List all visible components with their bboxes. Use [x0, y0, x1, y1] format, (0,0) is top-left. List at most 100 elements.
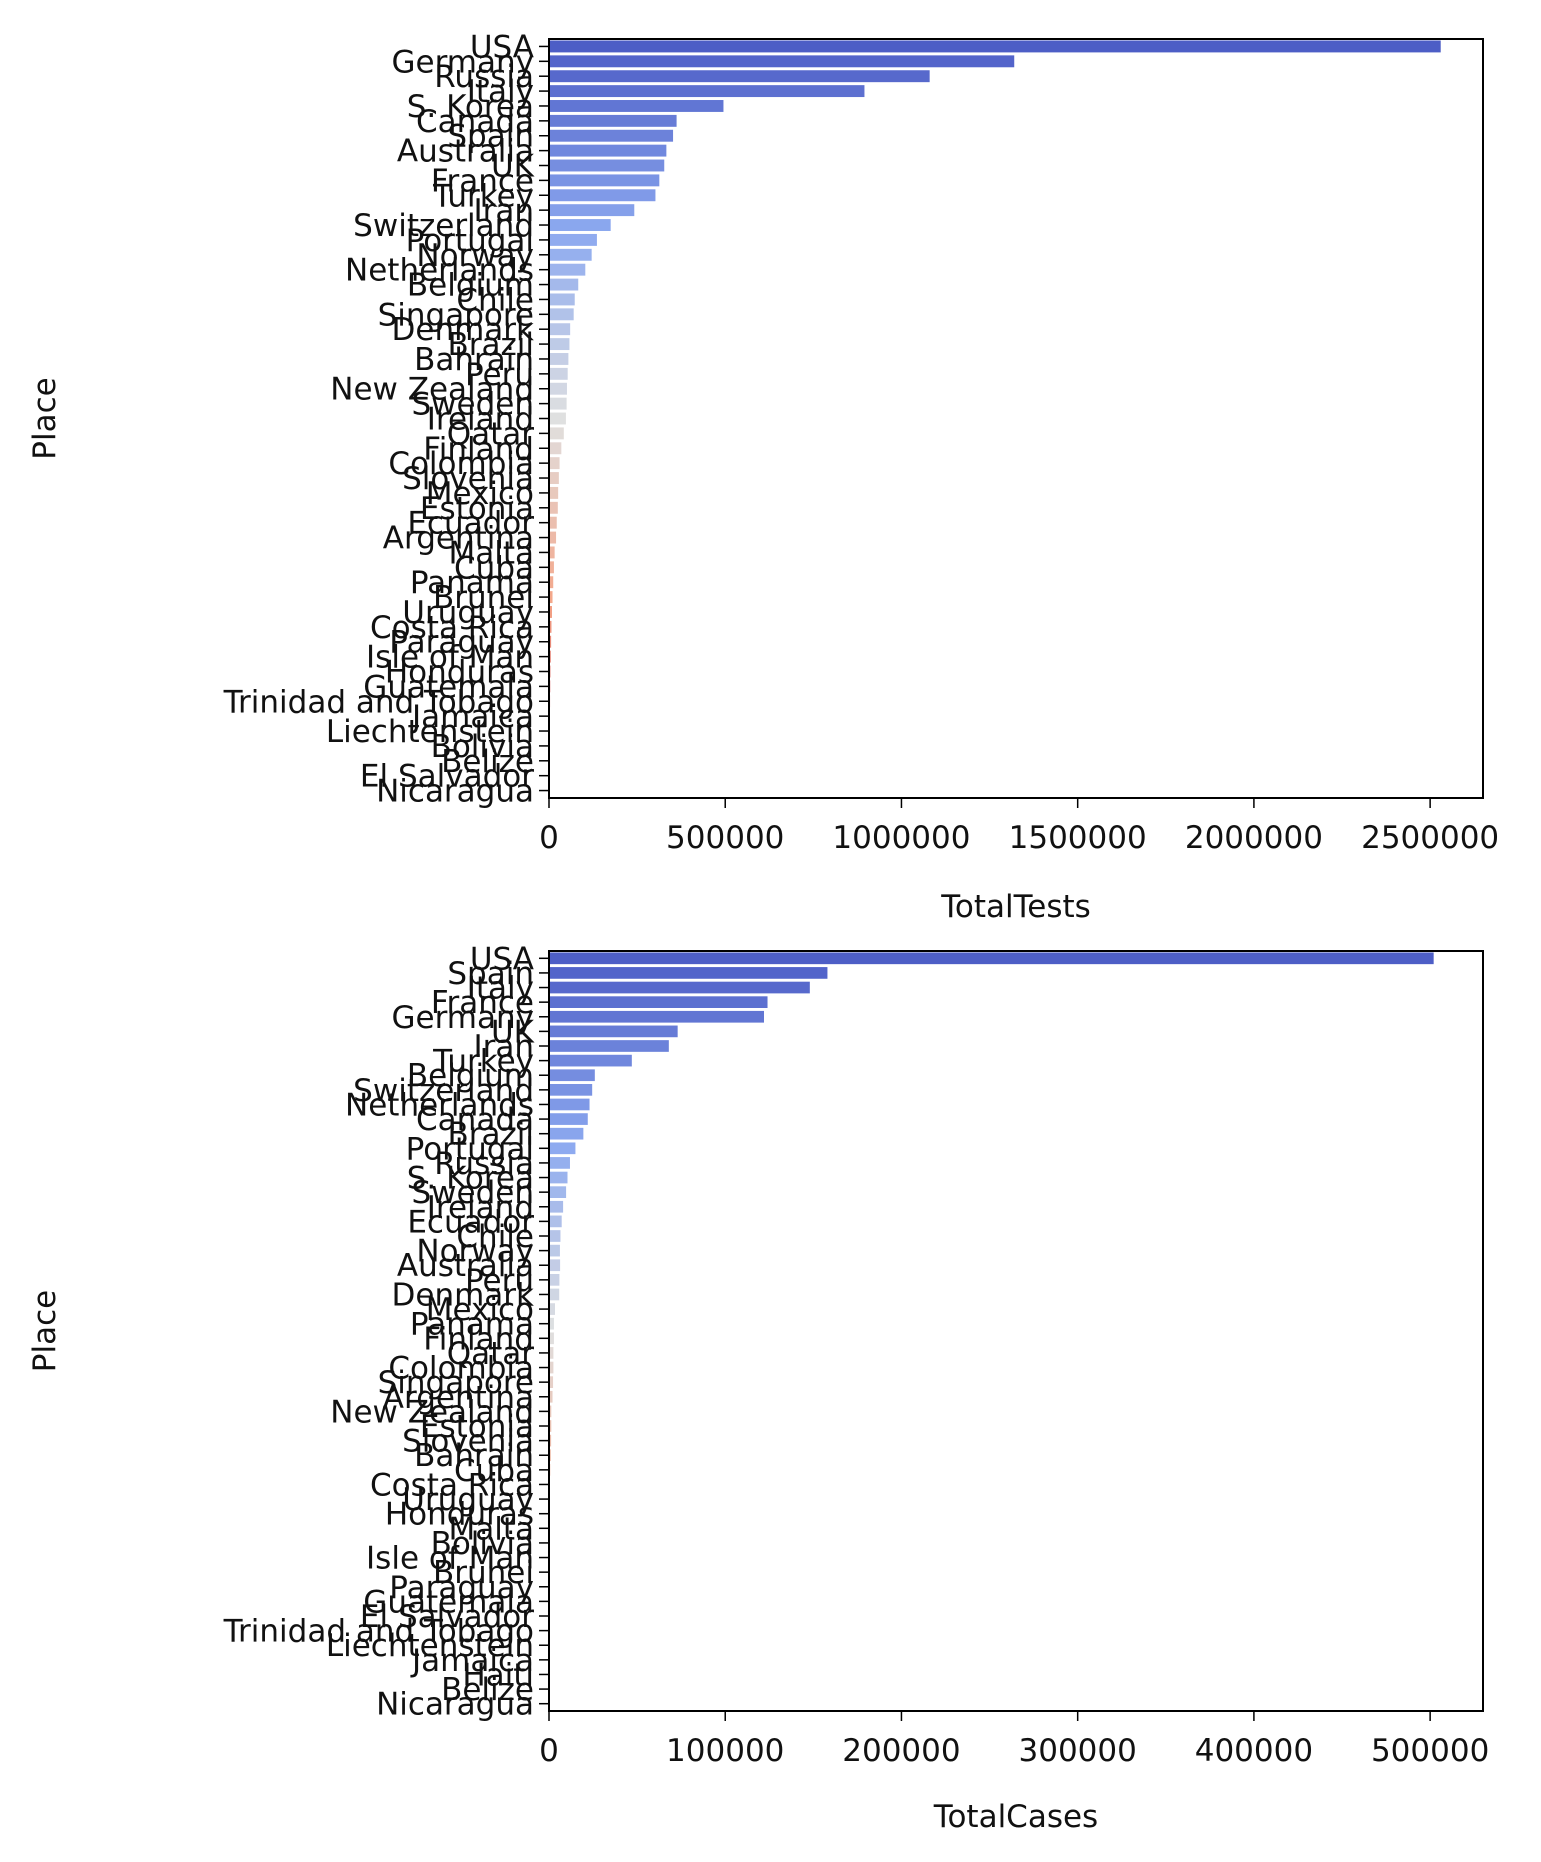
bar-uruguay [549, 606, 552, 618]
y-tick-label: Denmark [392, 312, 535, 348]
bar-colombia [549, 1361, 554, 1374]
bar-russia [549, 1157, 570, 1169]
y-tick-label: Brunei [433, 580, 534, 616]
bar-peru [549, 1274, 560, 1286]
bar-usa [549, 40, 1441, 53]
y-tick-label: Chile [456, 1219, 534, 1255]
y-tick-label: Qatar [447, 416, 535, 452]
x-tick-label: 2500000 [1361, 820, 1499, 856]
y-axis-title: Place [27, 1290, 63, 1372]
y-tick-label: Germany [392, 44, 534, 80]
x-tick-label: 300000 [1019, 1733, 1137, 1769]
y-tick-label: Slovenia [402, 1424, 534, 1460]
bar-germany [549, 55, 1015, 68]
bar-costa-rica [549, 620, 552, 633]
bar-germany [549, 1010, 764, 1023]
y-tick-label: Switzerland [353, 1073, 534, 1109]
y-tick-label: Qatar [447, 1336, 535, 1372]
bar-panama [549, 576, 554, 589]
bar-italy [549, 981, 810, 994]
bar-finland [549, 1332, 554, 1345]
bar-brunei [549, 591, 553, 604]
bar-sweden [549, 397, 567, 410]
y-tick-label: Trinidad and Tobago [223, 1614, 534, 1650]
bar-qatar [549, 1347, 554, 1359]
y-tick-label: Italy [467, 74, 534, 110]
y-tick-label: Australia [397, 134, 534, 170]
bar-belgium [549, 278, 579, 291]
y-tick-label: El Salvador [360, 1599, 534, 1635]
bar-russia [549, 70, 930, 83]
y-tick-label: Argentina [383, 521, 534, 557]
x-tick-label: 200000 [842, 1733, 960, 1769]
bar-bahrain [549, 353, 569, 365]
bar-france [549, 996, 768, 1008]
y-tick-label: New Zealand [330, 1394, 534, 1430]
bar-estonia [549, 1420, 552, 1432]
y-tick-label: S. Korea [407, 1161, 534, 1197]
y-tick-label: Australia [397, 1248, 534, 1284]
y-tick-label: Honduras [385, 655, 534, 691]
bar-s-korea [549, 1171, 568, 1184]
y-tick-label: Belize [441, 1672, 534, 1708]
y-tick-label: Nicaragua [376, 1687, 534, 1723]
bar-netherlands [549, 263, 586, 276]
bar-turkey [549, 1054, 632, 1067]
y-tick-label: Liechtenstein [326, 1628, 534, 1664]
bar-mexico [549, 486, 559, 499]
y-tick-label: Spain [447, 119, 534, 155]
x-tick-label: 1000000 [832, 820, 970, 856]
bar-ecuador [549, 516, 557, 529]
y-tick-label: Paraguay [389, 1570, 534, 1606]
y-tick-label: Panama [410, 565, 534, 601]
bar-slovenia [549, 1434, 552, 1447]
y-tick-label: UK [491, 149, 535, 185]
y-tick-label: Russia [434, 1146, 534, 1182]
x-axis-title: TotalCases [933, 1799, 1098, 1835]
y-tick-label: Costa Rica [370, 610, 534, 646]
bar-norway [549, 1244, 560, 1257]
bar-slovenia [549, 472, 559, 484]
y-tick-label: Ireland [427, 402, 534, 438]
y-tick-label: Iran [473, 193, 534, 229]
y-tick-label: Jamaica [410, 1643, 534, 1679]
y-axis-title: Place [27, 377, 63, 459]
y-tick-label: Panama [410, 1307, 534, 1343]
y-tick-label: Colombia [388, 1351, 534, 1387]
plot-frame [548, 950, 1484, 1712]
y-tick-label: Turkey [432, 1044, 534, 1080]
y-tick-label: Germany [392, 1000, 534, 1036]
y-tick-label: Russia [434, 59, 534, 95]
bar-canada [549, 114, 677, 127]
bar-mexico [549, 1303, 555, 1315]
y-tick-label: Bahrain [414, 342, 534, 378]
y-tick-label: Isle of Man [366, 640, 534, 676]
y-tick-label: Italy [467, 971, 534, 1007]
bar-canada [549, 1113, 588, 1125]
bar-qatar [549, 427, 564, 440]
bar-argentina [549, 531, 557, 544]
bar-brazil [549, 1127, 584, 1140]
y-tick-label: Singapore [378, 1365, 534, 1401]
y-tick-label: Turkey [432, 178, 534, 214]
bar-switzerland [549, 1084, 593, 1096]
bar-italy [549, 85, 865, 98]
y-tick-label: El Salvador [360, 759, 534, 795]
y-tick-label: Finland [423, 431, 534, 467]
y-tick-label: Sweden [411, 387, 534, 423]
y-tick-label: USA [470, 941, 534, 977]
y-tick-label: Portugal [406, 223, 534, 259]
y-tick-label: Liechtenstein [326, 714, 534, 750]
y-tick-label: Bolivia [431, 729, 534, 765]
y-tick-label: Belgium [407, 1058, 534, 1094]
y-tick-label: Belgium [407, 268, 534, 304]
x-tick-label: 1500000 [1009, 820, 1147, 856]
y-tick-label: Isle of Man [366, 1541, 534, 1577]
y-tick-label: Netherlands [345, 253, 534, 289]
y-tick-label: Sweden [411, 1175, 534, 1211]
y-tick-label: Malta [448, 535, 534, 571]
bar-denmark [549, 1288, 560, 1301]
y-tick-label: Uruguay [402, 595, 534, 631]
y-tick-label: Chile [456, 282, 534, 318]
y-tick-label: Slovenia [402, 461, 534, 497]
